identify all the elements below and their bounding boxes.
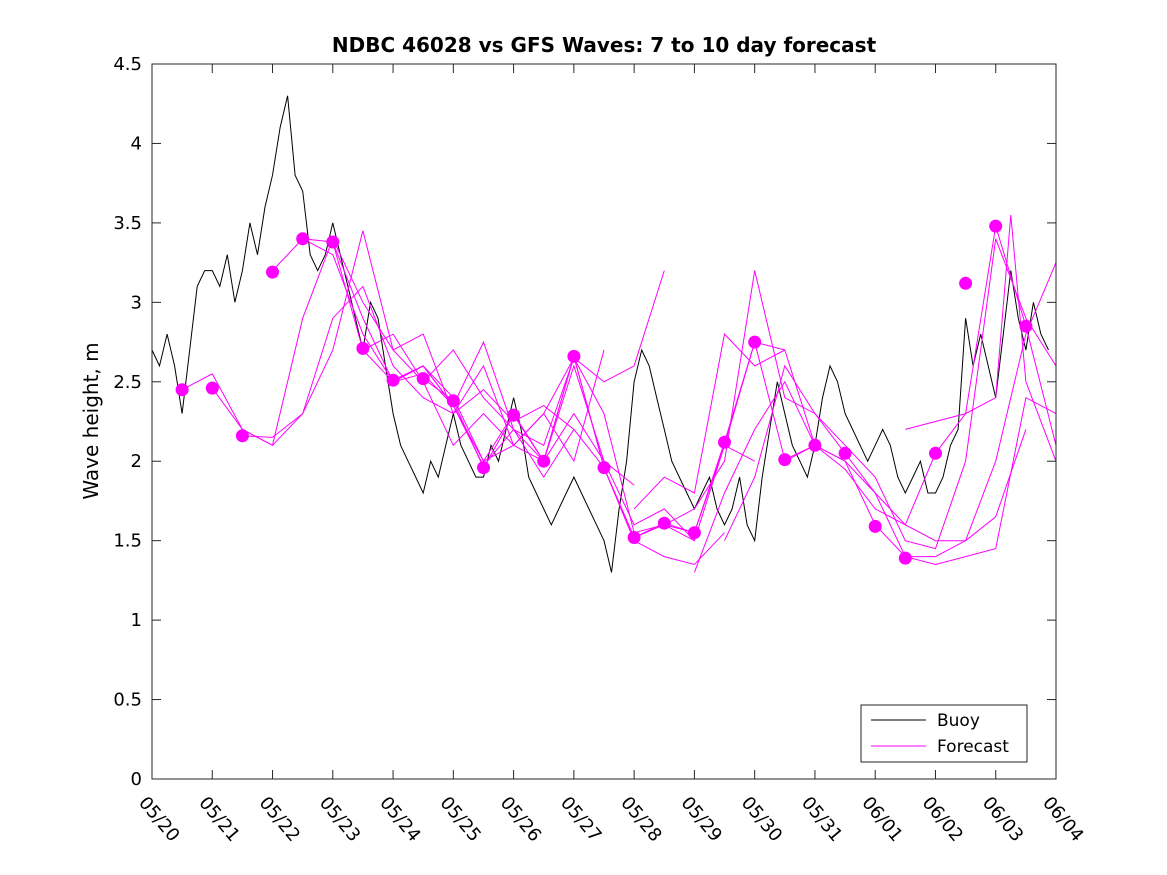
forecast-marker-12 (507, 408, 521, 422)
forecast-marker-22 (808, 438, 822, 452)
y-tick-label: 0 (131, 769, 142, 790)
forecast-marker-4 (266, 265, 279, 279)
forecast-marker-7 (356, 341, 370, 355)
legend: Buoy Forecast (860, 704, 1028, 763)
forecast-marker-18 (687, 526, 701, 540)
y-tick-label: 1.5 (113, 531, 142, 552)
y-tick-label: 2 (131, 451, 142, 472)
forecast-line-3 (242, 230, 635, 486)
forecast-marker-layer (175, 219, 1033, 565)
forecast-marker-9 (416, 372, 430, 386)
y-axis: 0 0.5 1 1.5 2 2.5 3 3.5 4 4.5 (113, 54, 1056, 790)
forecast-marker-16 (627, 531, 641, 544)
forecast-marker-10 (446, 394, 460, 408)
forecast-marker-1 (175, 383, 189, 397)
forecast-marker-13 (537, 454, 551, 468)
legend-box (860, 704, 1028, 763)
forecast-marker-27 (959, 276, 973, 290)
plot-frame (151, 63, 1057, 780)
y-tick-label: 0.5 (113, 690, 142, 711)
y-tick-label: 4.5 (113, 54, 142, 75)
y-tick-label: 2.5 (113, 372, 142, 393)
buoy-layer (151, 95, 1049, 573)
legend-label-forecast: Forecast (937, 737, 1009, 757)
forecast-marker-15 (597, 461, 611, 475)
y-axis-label: Wave height, m (79, 342, 103, 499)
forecast-marker-25 (898, 551, 912, 565)
forecast-line-6 (332, 241, 725, 566)
forecast-marker-17 (657, 516, 671, 530)
y-tick-label: 1 (131, 610, 142, 631)
forecast-marker-28 (989, 219, 1003, 233)
forecast-marker-14 (567, 349, 581, 363)
forecast-line-15 (905, 214, 1057, 462)
forecast-line-13 (724, 238, 1057, 550)
forecast-marker-2 (205, 381, 219, 395)
forecast-line-7 (362, 340, 755, 542)
forecast-marker-20 (748, 335, 762, 349)
forecast-marker-29 (1019, 319, 1033, 333)
forecast-marker-21 (778, 453, 792, 467)
forecast-marker-24 (868, 519, 882, 533)
forecast-marker-6 (326, 235, 340, 249)
forecast-marker-11 (477, 461, 490, 475)
forecast-layer (181, 214, 1057, 573)
forecast-marker-19 (718, 435, 731, 449)
y-tick-label: 4 (131, 133, 142, 154)
legend-label-buoy: Buoy (937, 711, 980, 731)
forecast-marker-5 (296, 232, 310, 246)
forecast-marker-3 (235, 429, 249, 443)
plot-area (151, 64, 1057, 779)
plot-background (152, 64, 1056, 779)
forecast-marker-8 (386, 373, 400, 387)
forecast-line-9 (422, 340, 816, 539)
forecast-line-14 (784, 225, 1057, 526)
y-tick-label: 3.5 (113, 213, 142, 234)
forecast-marker-23 (838, 446, 852, 460)
chart-title: NDBC 46028 vs GFS Waves: 7 to 10 day for… (332, 33, 877, 57)
forecast-marker-26 (929, 446, 942, 460)
forecast-line-11 (664, 270, 1057, 566)
y-tick-label: 3 (131, 292, 142, 313)
buoy-line (151, 95, 1049, 573)
